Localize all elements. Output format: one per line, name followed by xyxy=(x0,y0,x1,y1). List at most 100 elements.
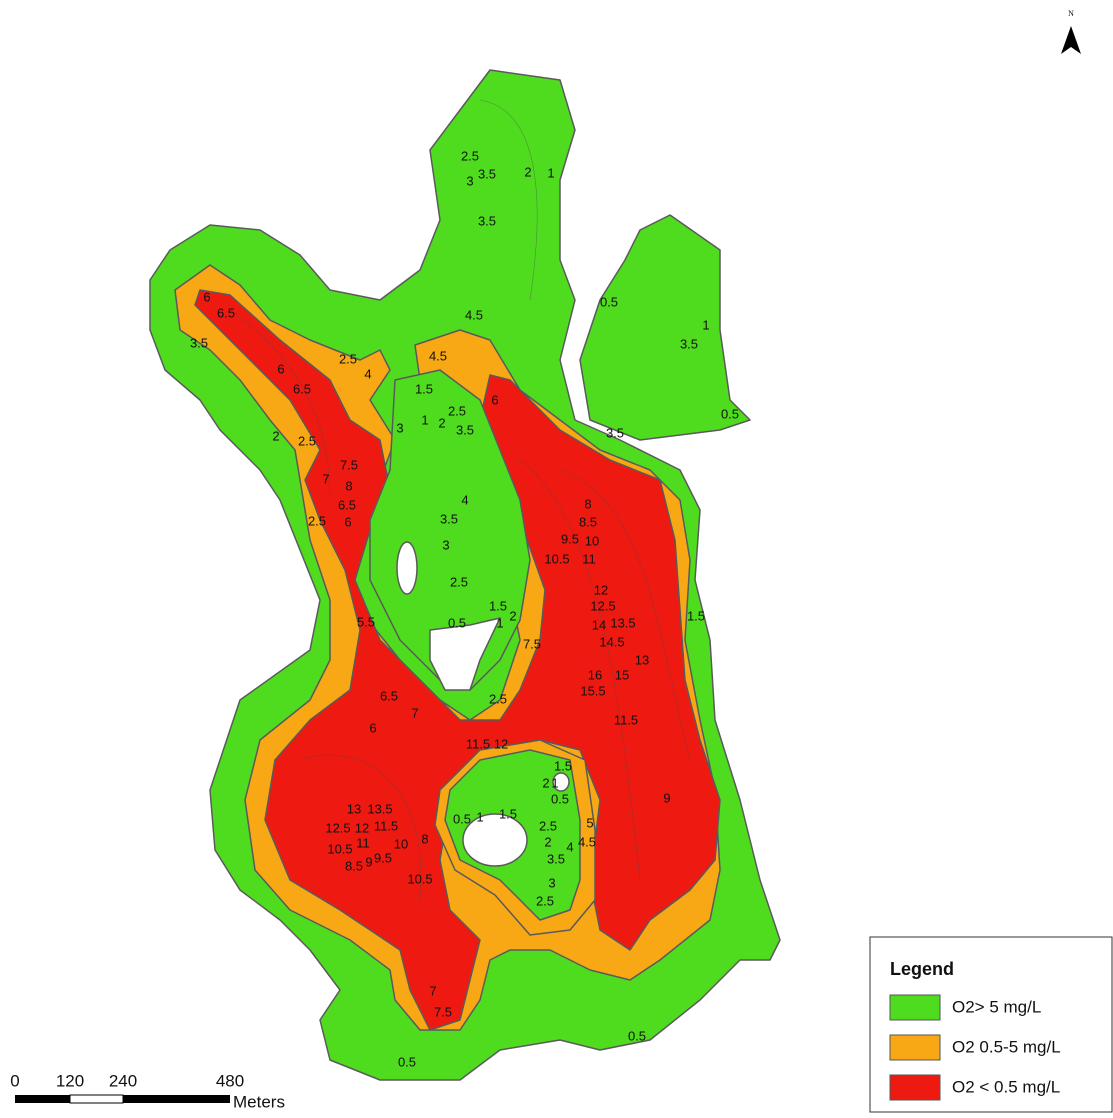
north-label: N xyxy=(1068,9,1074,18)
contour-label: 3.5 xyxy=(478,213,496,228)
contour-label: 3.5 xyxy=(440,511,458,526)
legend-label: O2 < 0.5 mg/L xyxy=(952,1077,1060,1096)
contour-label: 10.5 xyxy=(544,551,569,566)
contour-label: 6 xyxy=(344,514,351,529)
contour-label: 1 xyxy=(547,165,554,180)
legend-label: O2 0.5-5 mg/L xyxy=(952,1037,1061,1056)
contour-label: 0.5 xyxy=(551,791,569,806)
contour-label: 0.5 xyxy=(721,406,739,421)
contour-label: 8.5 xyxy=(345,858,363,873)
contour-label: 9.5 xyxy=(561,531,579,546)
contour-label: 12 xyxy=(494,736,508,751)
contour-label: 2 xyxy=(509,608,516,623)
contour-label: 4.5 xyxy=(429,348,447,363)
legend-swatch xyxy=(890,1035,940,1060)
contour-label: 2 xyxy=(544,834,551,849)
contour-label: 12 xyxy=(355,820,369,835)
contour-label: 10.5 xyxy=(327,841,352,856)
contour-label: 13 xyxy=(347,801,361,816)
contour-label: 3.5 xyxy=(456,422,474,437)
contour-label: 14 xyxy=(592,617,606,632)
contour-label: 7.5 xyxy=(434,1004,452,1019)
contour-label: 11.5 xyxy=(374,818,398,833)
contour-label: 10.5 xyxy=(407,871,432,886)
map: 2.533.5213.50.513.50.53.54.54.566.53.52.… xyxy=(0,0,1113,1113)
contour-label: 6.5 xyxy=(293,381,311,396)
contour-label: 3.5 xyxy=(606,425,624,440)
scale-bar: 0 120 240 480 Meters xyxy=(10,1071,285,1111)
contour-label: 1 xyxy=(551,775,558,790)
contour-label: 2.5 xyxy=(489,691,507,706)
contour-label: 0.5 xyxy=(453,811,471,826)
contour-label: 4.5 xyxy=(465,307,483,322)
contour-label: 3 xyxy=(396,420,403,435)
contour-label: 12 xyxy=(594,582,608,597)
contour-label: 6 xyxy=(369,720,376,735)
north-arrow: N xyxy=(1061,9,1081,54)
contour-label: 1 xyxy=(476,809,483,824)
contour-label: 14.5 xyxy=(599,634,624,649)
contour-label: 10 xyxy=(394,836,408,851)
contour-label: 2.5 xyxy=(298,433,316,448)
contour-label: 7 xyxy=(429,983,436,998)
contour-label: 2.5 xyxy=(450,574,468,589)
scale-segment xyxy=(70,1095,123,1103)
land-hole xyxy=(463,814,527,866)
contour-label: 6.5 xyxy=(380,688,398,703)
contour-label: 0.5 xyxy=(600,294,618,309)
contour-label: 8 xyxy=(584,496,591,511)
contour-label: 13 xyxy=(635,652,649,667)
contour-label: 6 xyxy=(203,289,210,304)
land-hole xyxy=(397,542,417,594)
contour-label: 2 xyxy=(438,415,445,430)
contour-label: 7.5 xyxy=(523,636,541,651)
contour-label: 0.5 xyxy=(398,1054,416,1069)
contour-label: 2.5 xyxy=(308,513,326,528)
contour-label: 16 xyxy=(588,667,602,682)
contour-label: 4 xyxy=(461,492,468,507)
scale-segment xyxy=(15,1095,70,1103)
contour-label: 11 xyxy=(582,551,596,566)
contour-label: 2.5 xyxy=(461,148,479,163)
contour-label: 9 xyxy=(663,790,670,805)
legend-label: O2> 5 mg/L xyxy=(952,997,1041,1016)
contour-label: 11.5 xyxy=(614,712,638,727)
contour-label: 2 xyxy=(524,164,531,179)
contour-label: 3.5 xyxy=(680,336,698,351)
contour-label: 9.5 xyxy=(374,850,392,865)
contour-label: 8 xyxy=(345,478,352,493)
contour-label: 1.5 xyxy=(687,608,705,623)
contour-label: 3.5 xyxy=(190,335,208,350)
contour-label: 1 xyxy=(702,317,709,332)
contour-label: 2.5 xyxy=(539,818,557,833)
contour-label: 1.5 xyxy=(499,806,517,821)
contour-label: 15 xyxy=(615,667,629,682)
north-arrow-icon xyxy=(1061,26,1081,54)
contour-label: 0.5 xyxy=(448,615,466,630)
contour-label: 1.5 xyxy=(554,758,572,773)
contour-label: 2.5 xyxy=(448,403,466,418)
scale-segment xyxy=(123,1095,230,1103)
scale-unit: Meters xyxy=(233,1092,285,1111)
contour-label: 9 xyxy=(365,854,372,869)
contour-label: 2.5 xyxy=(339,351,357,366)
contour-label: 11 xyxy=(356,835,370,850)
contour-label: 3 xyxy=(548,875,555,890)
contour-label: 8.5 xyxy=(579,514,597,529)
contour-label: 6 xyxy=(277,361,284,376)
contour-label: 8 xyxy=(421,831,428,846)
contour-label: 7 xyxy=(411,705,418,720)
contour-label: 1.5 xyxy=(489,598,507,613)
scale-tick: 480 xyxy=(216,1071,244,1090)
contour-label: 3.5 xyxy=(478,166,496,181)
contour-label: 6.5 xyxy=(338,497,356,512)
contour-label: 7.5 xyxy=(340,457,358,472)
contour-label: 3 xyxy=(466,173,473,188)
contour-label: 3 xyxy=(442,537,449,552)
contour-label: 1 xyxy=(421,412,428,427)
legend-swatch xyxy=(890,995,940,1020)
contour-label: 3.5 xyxy=(547,851,565,866)
contour-label: 2.5 xyxy=(536,893,554,908)
scale-tick: 120 xyxy=(56,1071,84,1090)
contour-label: 12.5 xyxy=(325,820,350,835)
